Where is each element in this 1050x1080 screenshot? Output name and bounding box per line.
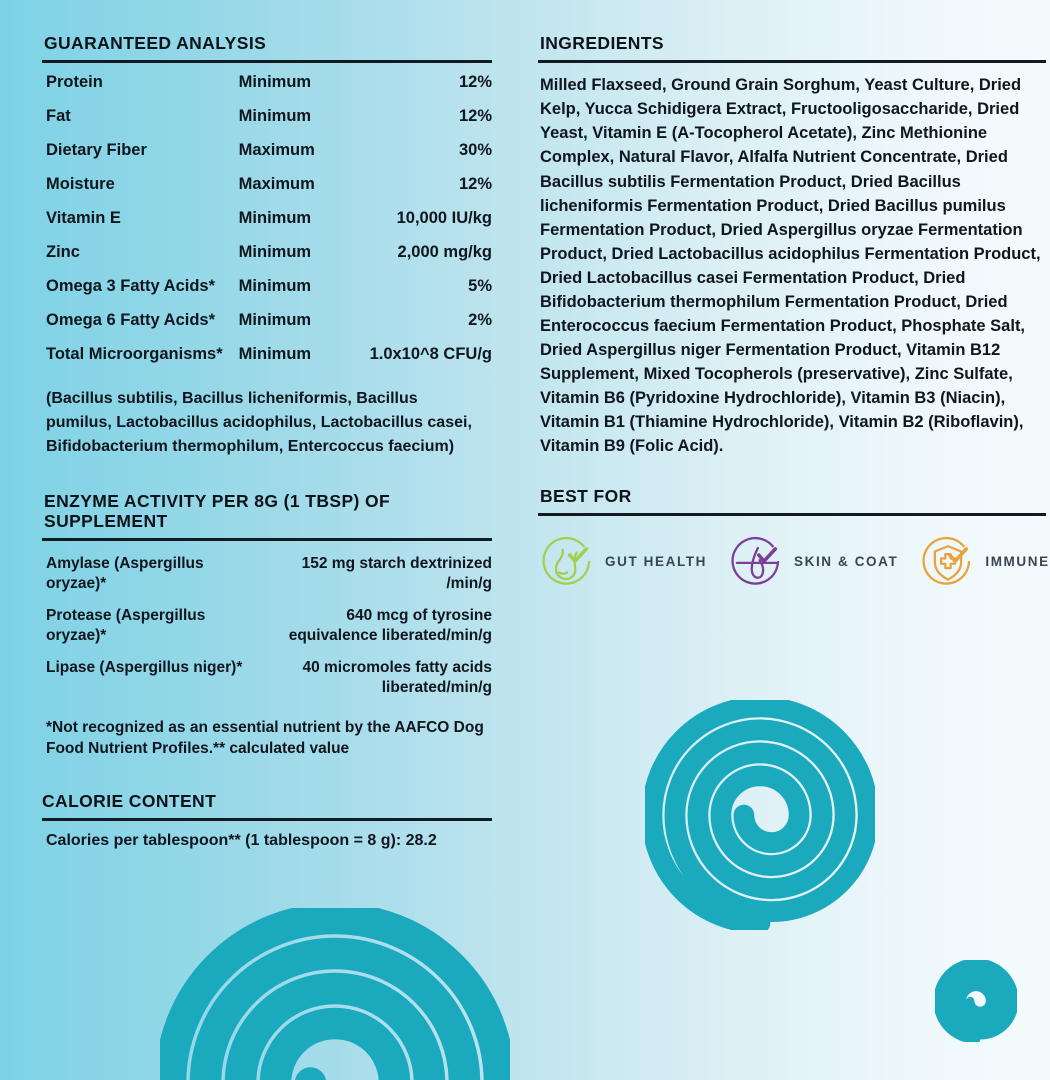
table-row: Vitamin E Minimum 10,000 IU/kg: [42, 201, 492, 235]
nutrient-name: Vitamin E: [46, 208, 121, 227]
nutrient-name: Omega 6 Fatty Acids*: [46, 310, 216, 329]
ingredients-rule: [538, 60, 1046, 64]
enzyme-value: 152 mg starch dextrinized /min/g: [301, 554, 492, 592]
nutrient-qualifier: Minimum: [238, 276, 312, 295]
nutrient-qualifier: Maximum: [238, 174, 315, 193]
enzyme-name: Amylase (Aspergillus oryzae)*: [46, 554, 204, 592]
table-row: Fat Minimum 12%: [42, 99, 492, 133]
swirl-bottom-left-icon: [160, 908, 510, 1080]
calorie-content-section: CALORIE CONTENT Calories per tablespoon*…: [42, 790, 492, 850]
enzyme-activity-table: Amylase (Aspergillus oryzae)* 152 mg sta…: [42, 546, 492, 703]
badge-label: SKIN & COAT: [794, 554, 899, 570]
ingredients-section: INGREDIENTS Milled Flaxseed, Ground Grai…: [538, 33, 1046, 459]
right-column: INGREDIENTS Milled Flaxseed, Ground Grai…: [538, 33, 1049, 590]
nutrient-qualifier: Minimum: [238, 344, 312, 363]
nutrient-name: Zinc: [46, 242, 80, 261]
badge-gut-health: GUT HEALTH: [540, 534, 707, 590]
nutrient-name: Omega 3 Fatty Acids*: [46, 276, 216, 295]
calorie-content-text: Calories per tablespoon** (1 tablespoon …: [46, 832, 437, 850]
table-row: Zinc Minimum 2,000 mg/kg: [42, 235, 492, 269]
best-for-badges: GUT HEALTH SKIN & COAT: [538, 534, 1049, 590]
table-row: Protein Minimum 12%: [42, 65, 492, 99]
swirl-large-icon: [645, 700, 875, 930]
nutrient-name: Total Microorganisms*: [46, 344, 223, 363]
guaranteed-analysis-heading: GUARANTEED ANALYSIS: [44, 33, 267, 53]
nutrient-qualifier: Minimum: [238, 208, 312, 227]
nutrient-qualifier: Maximum: [238, 140, 315, 159]
nutrient-value: 2%: [468, 310, 492, 329]
swirl-small-icon: [935, 960, 1017, 1042]
ingredients-heading: INGREDIENTS: [540, 33, 664, 53]
nutrient-qualifier: Minimum: [238, 242, 312, 261]
nutrient-qualifier: Minimum: [238, 106, 312, 125]
guaranteed-analysis-rule: [42, 60, 492, 64]
badge-label: IMMUNE: [985, 554, 1050, 570]
nutrient-name: Fat: [46, 106, 71, 125]
table-row: Total Microorganisms* Minimum 1.0x10^8 C…: [42, 337, 492, 371]
shield-cross-check-icon: [922, 536, 971, 585]
nutrient-value: 12%: [458, 106, 492, 125]
best-for-rule: [538, 512, 1046, 516]
calorie-content-heading: CALORIE CONTENT: [42, 790, 217, 811]
enzyme-activity-heading: ENZYME ACTIVITY PER 8G (1 TBSP) OF SUPPL…: [44, 491, 391, 531]
nutrient-qualifier: Minimum: [238, 72, 312, 91]
table-row: Dietary Fiber Maximum 30%: [42, 133, 492, 167]
nutrient-name: Protein: [46, 72, 103, 91]
badge-label: GUT HEALTH: [605, 554, 707, 570]
ingredients-body: Milled Flaxseed, Ground Grain Sorghum, Y…: [540, 76, 1041, 456]
enzyme-value: 640 mcg of tyrosine equivalence liberate…: [288, 607, 492, 645]
table-row: Lipase (Aspergillus niger)* 40 micromole…: [42, 650, 492, 702]
aafco-footnote: *Not recognized as an essential nutrient…: [46, 718, 484, 758]
table-row: Protease (Aspergillus oryzae)* 640 mcg o…: [42, 598, 492, 650]
calorie-content-rule: [42, 818, 492, 822]
best-for-heading: BEST FOR: [540, 485, 632, 506]
table-row: Omega 3 Fatty Acids* Minimum 5%: [42, 269, 492, 303]
nutrient-value: 2,000 mg/kg: [397, 242, 492, 261]
guaranteed-analysis-table: Protein Minimum 12% Fat Minimum 12% Diet…: [42, 65, 492, 371]
badge-skin-coat: SKIN & COAT: [729, 534, 898, 590]
enzyme-activity-rule: [42, 537, 492, 541]
nutrient-name: Dietary Fiber: [46, 140, 147, 159]
microorganism-note: (Bacillus subtilis, Bacillus licheniform…: [46, 390, 472, 455]
hair-follicle-check-icon: [731, 536, 780, 585]
nutrient-value: 10,000 IU/kg: [396, 208, 492, 227]
nutrient-qualifier: Minimum: [238, 310, 312, 329]
badge-immune: IMMUNE: [920, 534, 1049, 590]
best-for-section: BEST FOR GUT HEALTH: [538, 485, 1049, 590]
guaranteed-analysis-section: GUARANTEED ANALYSIS Protein Minimum 12% …: [42, 33, 492, 458]
stomach-check-icon: [542, 536, 591, 585]
table-row: Amylase (Aspergillus oryzae)* 152 mg sta…: [42, 546, 492, 598]
nutrient-value: 12%: [458, 174, 492, 193]
nutrient-value: 30%: [458, 140, 492, 159]
table-row: Omega 6 Fatty Acids* Minimum 2%: [42, 303, 492, 337]
left-column: GUARANTEED ANALYSIS Protein Minimum 12% …: [42, 33, 492, 850]
enzyme-name: Protease (Aspergillus oryzae)*: [46, 607, 206, 645]
enzyme-name: Lipase (Aspergillus niger)*: [46, 659, 243, 677]
table-row: Moisture Maximum 12%: [42, 167, 492, 201]
nutrient-value: 5%: [468, 276, 492, 295]
nutrient-value: 12%: [458, 72, 492, 91]
nutrient-value: 1.0x10^8 CFU/g: [369, 344, 492, 363]
enzyme-activity-section: ENZYME ACTIVITY PER 8G (1 TBSP) OF SUPPL…: [42, 492, 492, 760]
nutrient-name: Moisture: [46, 174, 115, 193]
enzyme-value: 40 micromoles fatty acids liberated/min/…: [302, 659, 492, 697]
